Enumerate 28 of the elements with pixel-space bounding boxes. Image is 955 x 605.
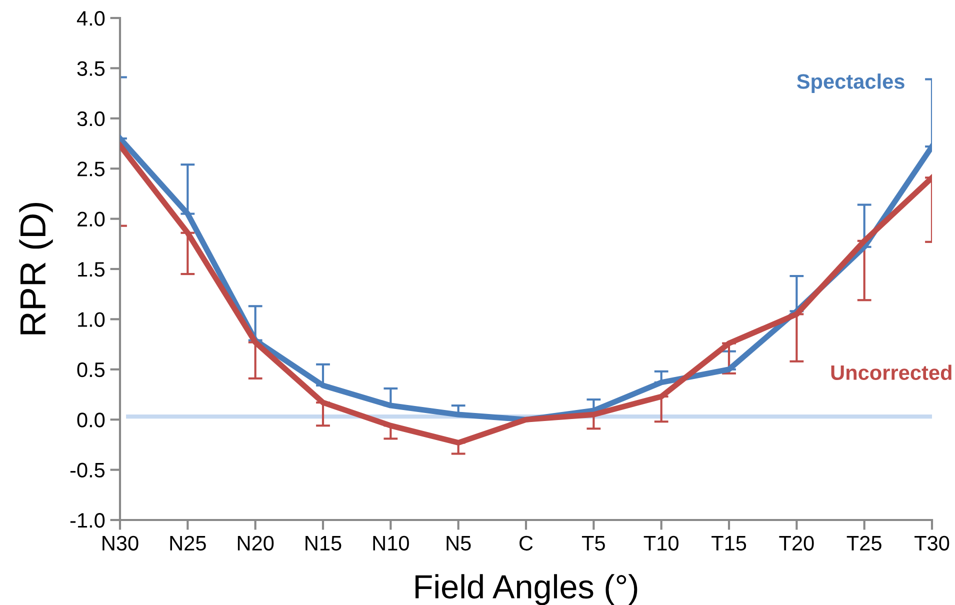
- x-tick-label: T25: [846, 536, 882, 551]
- y-tick-label: -1.0: [70, 513, 105, 528]
- x-tick-label: T10: [644, 536, 678, 551]
- x-tick-label: N15: [306, 536, 342, 551]
- y-tick-label: 1.5: [78, 262, 105, 277]
- y-axis-title: RPR (D): [19, 203, 53, 334]
- y-tick-label: 3.0: [77, 111, 105, 126]
- x-tick-label: N5: [446, 536, 471, 551]
- x-axis-title: Field Angles (°): [416, 574, 638, 605]
- y-tick-label: -0.5: [70, 462, 105, 478]
- text: Spectacles: [796, 74, 904, 93]
- x-tick-label: N20: [238, 536, 274, 551]
- x-tick-label: T30: [914, 536, 950, 551]
- x-tick-label: N25: [170, 536, 206, 551]
- x-tick-label: T15: [712, 536, 746, 551]
- x-tick-label: T5: [582, 536, 605, 551]
- y-tick-label: 3.5: [77, 61, 105, 76]
- y-tick-label: 1.0: [78, 312, 105, 327]
- y-tick-label: 0.5: [77, 362, 105, 378]
- text: Uncorrected: [831, 364, 952, 380]
- y-tick-label: 4.0: [76, 11, 105, 26]
- y-tick-label: 2.0: [78, 212, 105, 227]
- y-tick-label: 0.0: [77, 412, 105, 428]
- x-tick-label: N10: [373, 536, 409, 551]
- x-tick-label: C: [520, 536, 533, 551]
- x-tick-label: N30: [102, 536, 138, 551]
- y-tick-label: 2.5: [78, 162, 105, 176]
- x-tick-label: T20: [779, 536, 814, 551]
